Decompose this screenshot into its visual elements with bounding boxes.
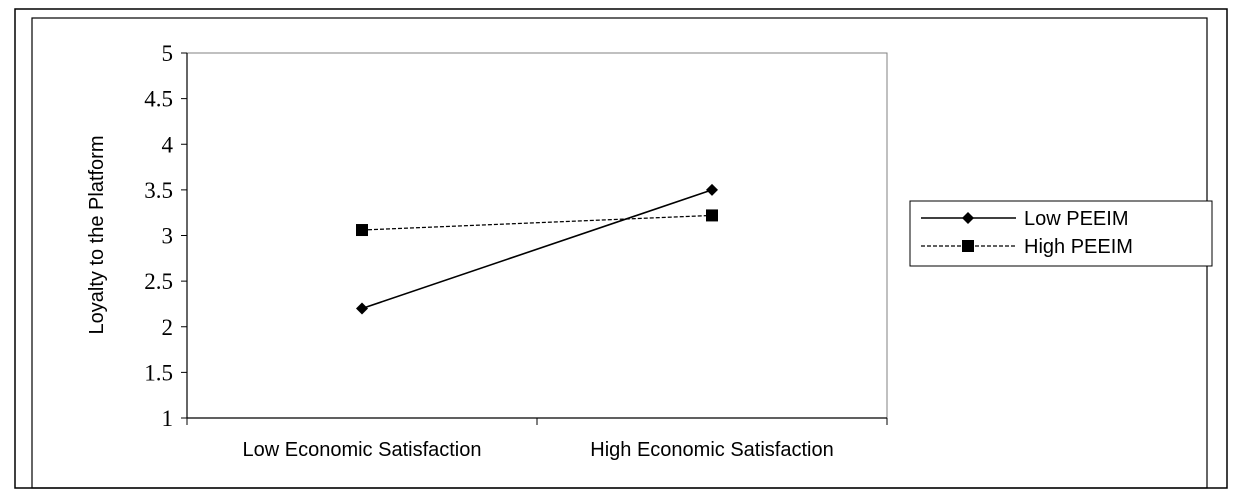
x-tick-label: High Economic Satisfaction	[590, 439, 833, 461]
y-tick-label: 1	[162, 406, 174, 431]
legend-label: High PEEIM	[1024, 236, 1133, 258]
legend-marker	[962, 240, 974, 252]
data-point	[356, 302, 368, 315]
x-tick-label: Low Economic Satisfaction	[242, 439, 481, 461]
legend-box	[909, 200, 1213, 267]
y-tick-label: 4	[162, 132, 174, 157]
y-tick-label: 2	[162, 315, 174, 340]
legend: Low PEEIM High PEEIM	[909, 200, 1213, 267]
series-line	[361, 189, 713, 310]
data-point	[706, 183, 718, 196]
series-line	[361, 214, 713, 231]
y-tick-label: 4.5	[144, 87, 173, 112]
y-tick-label: 3	[162, 224, 174, 249]
legend-label: Low PEEIM	[1024, 208, 1128, 230]
y-tick-label: 1.5	[144, 360, 173, 385]
y-ticks: 1 1.5 2 2.5 3 3.5 4 4.5 5	[144, 41, 187, 431]
y-tick-label: 5	[162, 41, 174, 66]
y-tick-label: 2.5	[144, 269, 173, 294]
series-low-peeim	[356, 183, 718, 315]
legend-marker	[962, 212, 974, 224]
data-point	[356, 224, 368, 237]
y-axis-title: Loyalty to the Platform	[86, 136, 108, 335]
x-ticks: Low Economic Satisfaction High Economic S…	[186, 418, 888, 461]
y-tick-label: 3.5	[144, 178, 173, 203]
data-point	[706, 209, 718, 222]
series-layer	[356, 183, 718, 315]
series-high-peeim	[356, 209, 718, 237]
